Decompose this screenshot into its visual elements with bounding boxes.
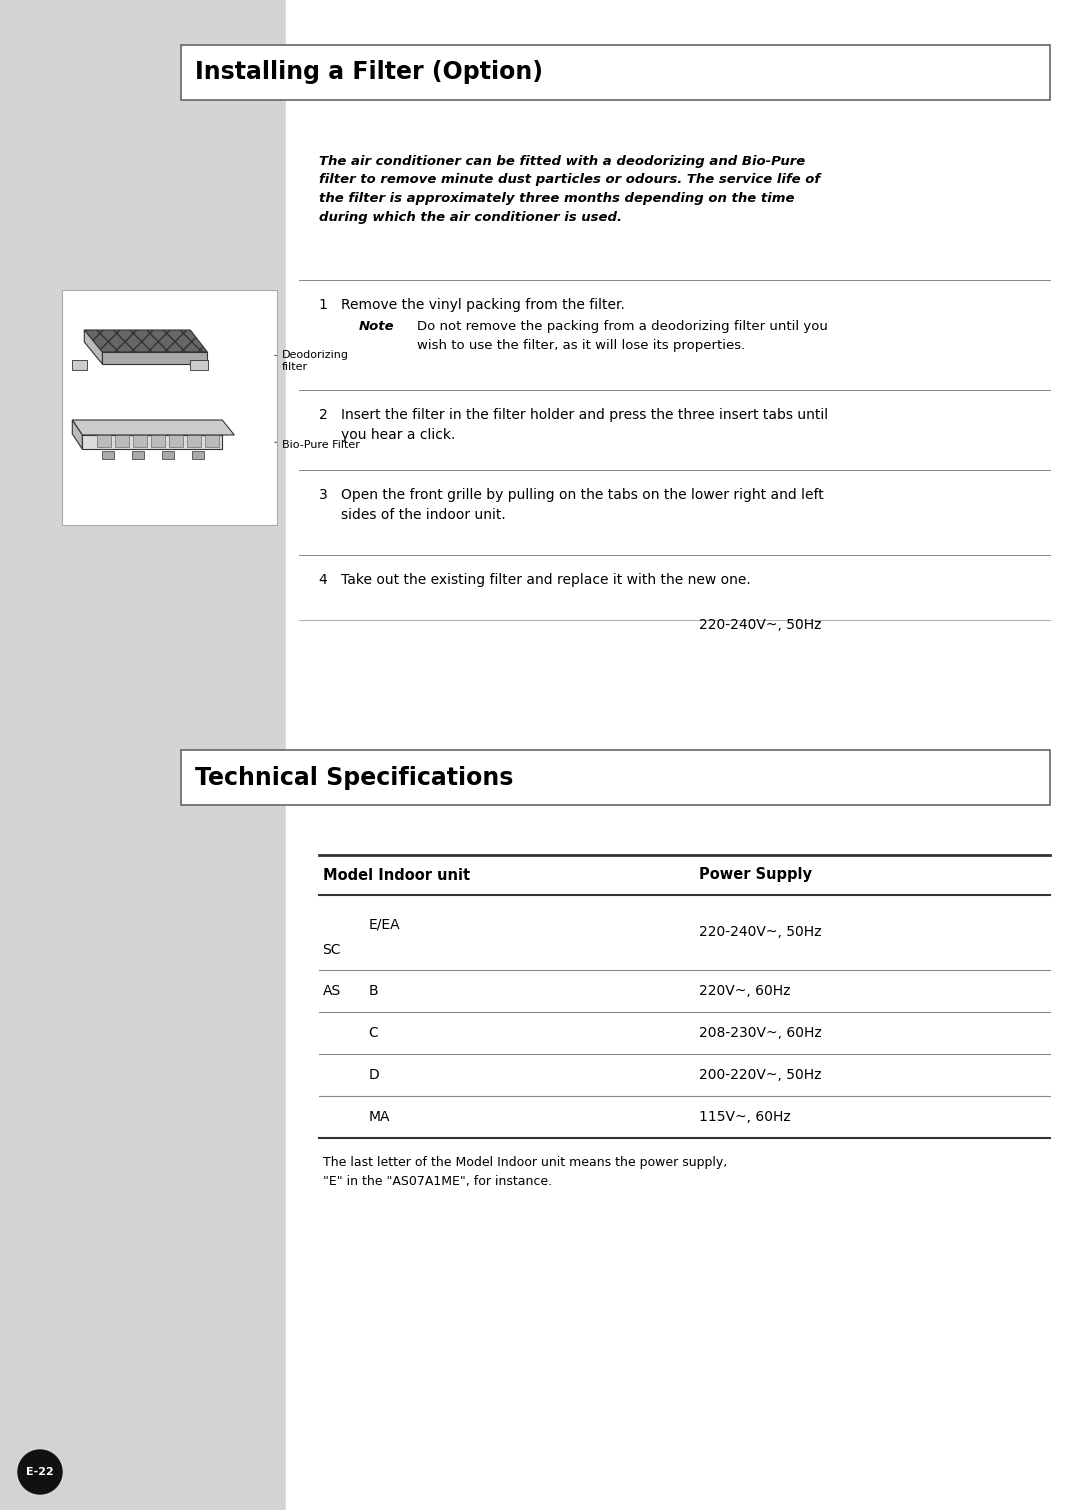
Text: 208-230V~, 60Hz: 208-230V~, 60Hz [699,1025,822,1040]
Text: C: C [368,1025,378,1040]
Bar [181,45,1050,100]
Circle shape [18,1450,62,1493]
Text: 220-240V~, 50Hz: 220-240V~, 50Hz [699,926,821,939]
Text: Take out the existing filter and replace it with the new one.: Take out the existing filter and replace… [340,572,751,587]
Text: Technical Specifications: Technical Specifications [195,766,514,790]
Bar [103,451,114,459]
Text: Bio-Pure Filter: Bio-Pure Filter [274,439,360,450]
Text: Model Indoor unit: Model Indoor unit [323,868,470,882]
Bar [187,435,201,447]
Text: 200-220V~, 50Hz: 200-220V~, 50Hz [699,1068,821,1083]
Text: D: D [368,1068,379,1083]
Bar [205,435,219,447]
Text: 2: 2 [319,408,327,421]
Bar [192,451,204,459]
Text: Do not remove the packing from a deodorizing filter until you
wish to use the fi: Do not remove the packing from a deodori… [417,320,827,352]
Bar [72,359,87,370]
Bar [62,290,276,525]
Bar [116,435,130,447]
Text: 4: 4 [319,572,327,587]
Text: 3: 3 [319,488,327,501]
Bar [151,435,165,447]
Bar [170,435,184,447]
Text: 220V~, 60Hz: 220V~, 60Hz [699,985,791,998]
Bar [190,359,208,370]
Text: SC: SC [323,944,341,957]
Text: MA: MA [368,1110,390,1123]
Bar [97,435,111,447]
Text: E-22: E-22 [26,1468,54,1477]
Text: AS: AS [323,985,341,998]
Polygon shape [72,420,82,448]
Text: 1: 1 [319,297,327,313]
Bar [82,435,222,448]
Text: B: B [368,985,378,998]
Text: Remove the vinyl packing from the filter.: Remove the vinyl packing from the filter… [340,297,624,313]
Text: The last letter of the Model Indoor unit means the power supply,
"E" in the "AS0: The last letter of the Model Indoor unit… [323,1157,727,1187]
Text: E/EA: E/EA [368,917,401,932]
Bar [162,451,174,459]
Polygon shape [72,420,234,435]
Bar [133,435,147,447]
Polygon shape [84,331,207,352]
Text: Insert the filter in the filter holder and press the three insert tabs until
you: Insert the filter in the filter holder a… [340,408,827,442]
Text: Installing a Filter (Option): Installing a Filter (Option) [195,60,543,85]
Text: Deodorizing
filter: Deodorizing filter [274,350,349,371]
Polygon shape [84,331,103,364]
Text: Note: Note [359,320,394,334]
Text: Power Supply: Power Supply [699,868,811,882]
Text: Open the front grille by pulling on the tabs on the lower right and left
sides o: Open the front grille by pulling on the … [340,488,823,522]
Bar [0,0,286,1510]
Bar [133,451,145,459]
Polygon shape [103,352,207,364]
Bar [286,0,1080,1510]
Text: 220-240V~, 50Hz: 220-240V~, 50Hz [699,618,821,633]
Text: 115V~, 60Hz: 115V~, 60Hz [699,1110,791,1123]
Bar [181,750,1050,805]
Text: The air conditioner can be fitted with a deodorizing and Bio-Pure
filter to remo: The air conditioner can be fitted with a… [319,156,820,223]
